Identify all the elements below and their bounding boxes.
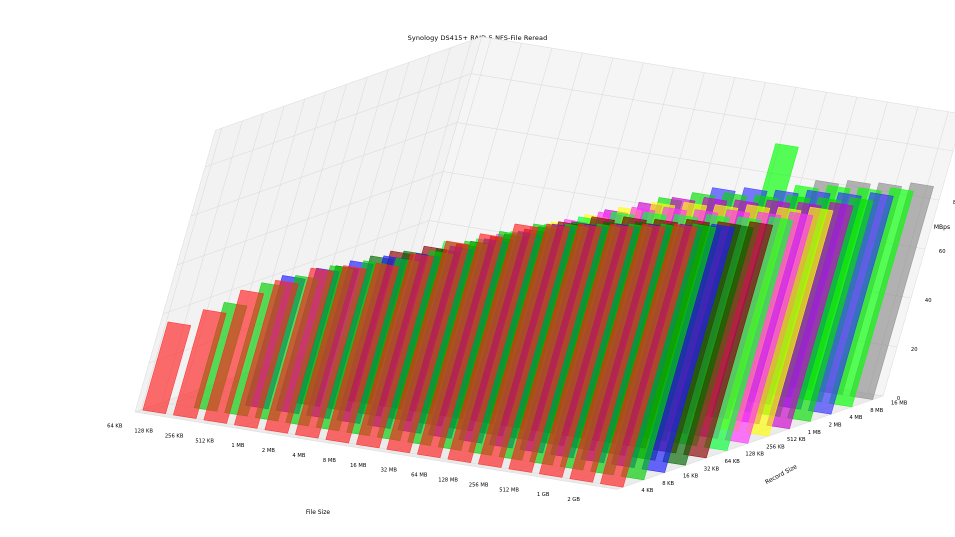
bar <box>447 223 539 463</box>
y-tick-label: 32 KB <box>704 466 720 472</box>
x-tick-label: 256 KB <box>165 433 184 439</box>
y-tick-label: 256 KB <box>766 444 785 450</box>
z-axis-label: MBps <box>934 224 950 231</box>
bar <box>203 289 265 424</box>
y-tick-label: 16 MB <box>891 401 908 407</box>
x-tick-label: 16 MB <box>350 463 367 469</box>
y-axis-label: Record Size <box>764 463 798 486</box>
bar <box>508 223 602 473</box>
x-axis-label: File Size <box>306 509 331 516</box>
z-tick-label: 80 <box>953 200 955 206</box>
y-tick-label: 4 KB <box>641 488 653 494</box>
x-tick-label: 1 MB <box>231 443 244 449</box>
y-tick-label: 4 MB <box>849 415 862 421</box>
x-tick-label: 256 MB <box>469 482 489 488</box>
bar <box>233 279 299 429</box>
z-gridline <box>204 73 954 168</box>
x-tick-label: 64 MB <box>411 473 428 479</box>
y-tick-label: 64 KB <box>725 459 741 465</box>
bar <box>599 223 698 488</box>
bar <box>538 223 634 478</box>
y-tick-label: 8 MB <box>870 408 883 414</box>
y-tick-label: 8 KB <box>662 481 674 487</box>
z-tick-label: 0 <box>897 396 900 402</box>
bar <box>355 253 435 449</box>
bars <box>142 143 934 488</box>
bar <box>142 321 192 414</box>
bar <box>569 223 666 483</box>
x-tick-label: 1 GB <box>537 492 550 498</box>
x-tick-label: 512 KB <box>195 438 214 444</box>
z-tick-label: 20 <box>911 347 918 353</box>
x-tick-label: 128 KB <box>134 428 153 434</box>
bar <box>386 240 470 454</box>
bar <box>172 309 227 419</box>
bar <box>264 267 335 434</box>
y-tick-label: 512 KB <box>787 437 806 443</box>
x-tick-label: 512 MB <box>499 487 519 493</box>
x-tick-label: 64 KB <box>107 424 123 430</box>
bar <box>477 223 571 468</box>
x-tick-label: 8 MB <box>323 458 336 464</box>
y-tick-label: 16 KB <box>683 474 699 480</box>
bar <box>294 265 367 439</box>
bar <box>416 233 504 459</box>
z-tick-label: 60 <box>939 249 946 255</box>
x-tick-label: 2 GB <box>567 497 580 503</box>
z-tick-label: 40 <box>925 298 932 304</box>
chart-title: Synology DS415+ RAID-5 NFS-File Reread <box>407 34 548 42</box>
y-tick-label: 1 MB <box>808 430 821 436</box>
x-tick-label: 2 MB <box>262 448 275 454</box>
x-tick-label: 32 MB <box>381 468 398 474</box>
x-tick-label: 128 MB <box>438 477 458 483</box>
x-tick-label: 4 MB <box>292 453 305 459</box>
y-tick-label: 2 MB <box>829 423 842 429</box>
bar <box>325 262 400 444</box>
y-tick-label: 128 KB <box>745 452 764 458</box>
